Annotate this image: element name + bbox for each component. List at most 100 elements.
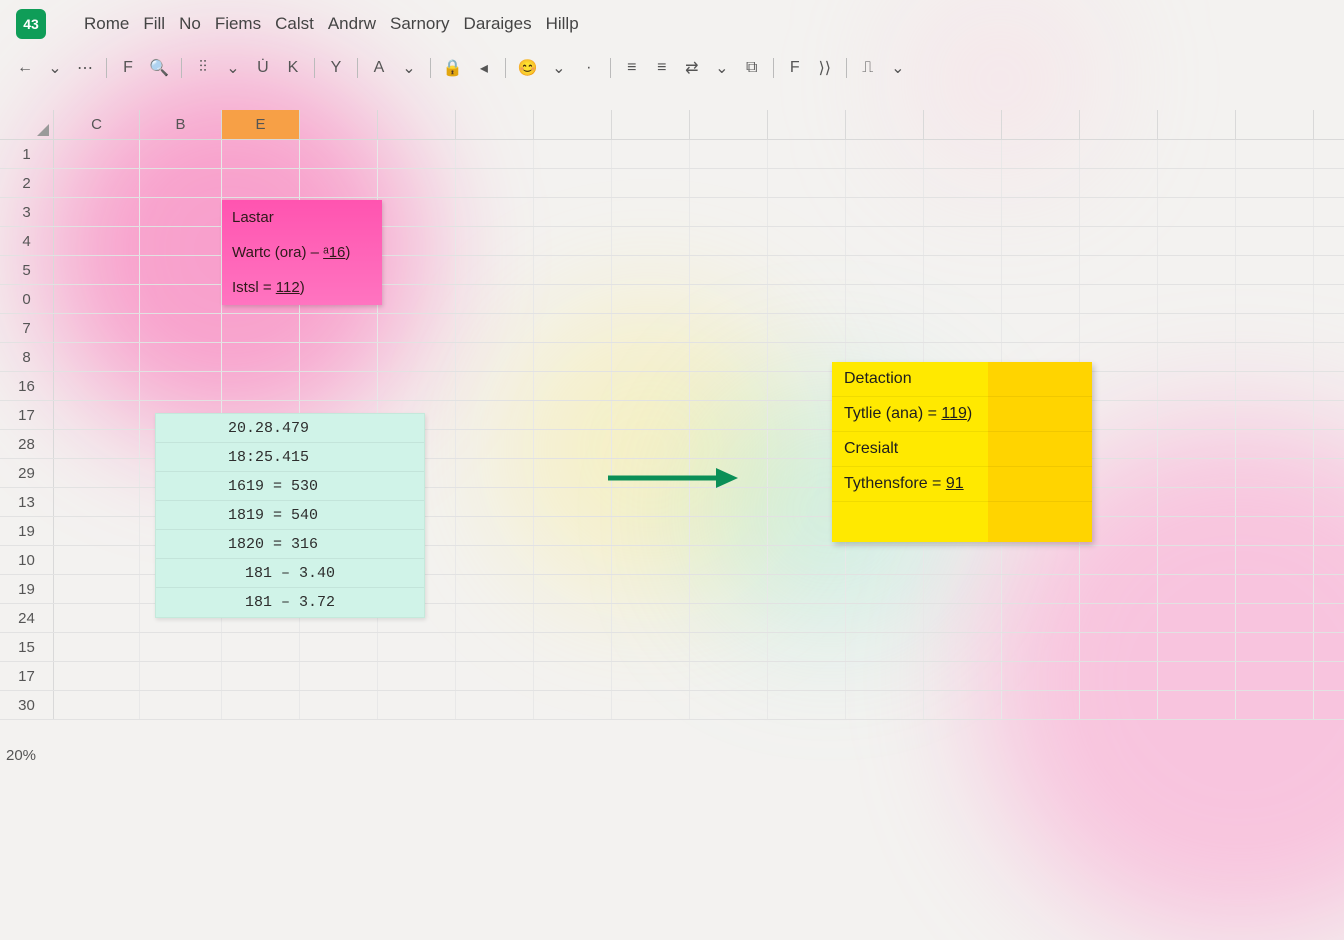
cell[interactable] — [300, 343, 378, 371]
cell[interactable] — [690, 314, 768, 342]
lock-icon[interactable]: 🔒 — [443, 58, 463, 78]
menu-item[interactable]: Sarnory — [390, 14, 450, 34]
cell[interactable] — [534, 575, 612, 603]
row-header[interactable]: 19 — [0, 575, 54, 603]
cell[interactable] — [456, 285, 534, 313]
cell[interactable] — [1158, 575, 1236, 603]
cell[interactable] — [1236, 662, 1314, 690]
chevron-down-icon[interactable]: ⌄ — [46, 58, 64, 78]
cell[interactable] — [1080, 691, 1158, 719]
row-header[interactable]: 5 — [0, 256, 54, 284]
cell[interactable] — [690, 430, 768, 458]
swap-icon[interactable]: ⇄ — [683, 58, 701, 78]
cell[interactable] — [534, 285, 612, 313]
column-header[interactable]: E — [222, 110, 300, 139]
cell[interactable] — [1002, 169, 1080, 197]
cell[interactable] — [1002, 662, 1080, 690]
cell[interactable] — [924, 691, 1002, 719]
cell[interactable] — [1158, 401, 1236, 429]
cell[interactable] — [690, 633, 768, 661]
layout-icon[interactable]: ⎍ — [859, 59, 877, 77]
cell[interactable] — [1080, 604, 1158, 632]
cell[interactable] — [300, 633, 378, 661]
cell[interactable] — [300, 372, 378, 400]
cell[interactable] — [1158, 604, 1236, 632]
columns-icon[interactable]: ⫶⫶ — [194, 59, 212, 77]
cell[interactable] — [768, 546, 846, 574]
row-header[interactable]: 15 — [0, 633, 54, 661]
cell[interactable] — [456, 517, 534, 545]
cell[interactable] — [54, 343, 140, 371]
cell[interactable] — [846, 314, 924, 342]
cell[interactable] — [1236, 256, 1314, 284]
cell[interactable] — [378, 140, 456, 168]
cell[interactable] — [140, 285, 222, 313]
cell[interactable] — [1158, 227, 1236, 255]
cell[interactable] — [846, 227, 924, 255]
cell[interactable] — [54, 546, 140, 574]
cell[interactable] — [1158, 285, 1236, 313]
cell[interactable] — [1002, 140, 1080, 168]
emoji-icon[interactable]: 😊 — [518, 58, 538, 78]
cell[interactable] — [54, 401, 140, 429]
column-header[interactable] — [1002, 110, 1080, 139]
column-header[interactable] — [378, 110, 456, 139]
cell[interactable] — [1158, 691, 1236, 719]
cell[interactable] — [1080, 546, 1158, 574]
cell[interactable] — [140, 691, 222, 719]
cell[interactable] — [924, 140, 1002, 168]
cell[interactable] — [1236, 430, 1314, 458]
triangle-left-icon[interactable]: ◂ — [475, 58, 493, 78]
row-header[interactable]: 16 — [0, 372, 54, 400]
cell[interactable] — [1158, 169, 1236, 197]
cell[interactable] — [612, 256, 690, 284]
cell[interactable] — [534, 140, 612, 168]
cell[interactable] — [534, 691, 612, 719]
cell[interactable] — [1158, 517, 1236, 545]
forward-icon[interactable]: ⟩⟩ — [816, 58, 834, 78]
cell[interactable] — [1002, 546, 1080, 574]
row-header[interactable]: 0 — [0, 285, 54, 313]
cell[interactable] — [1236, 227, 1314, 255]
cell[interactable] — [534, 256, 612, 284]
cell[interactable] — [534, 517, 612, 545]
cell[interactable] — [1236, 285, 1314, 313]
format-f-button[interactable]: F — [119, 59, 137, 77]
cell[interactable] — [690, 285, 768, 313]
cell[interactable] — [1158, 372, 1236, 400]
row-header[interactable]: 30 — [0, 691, 54, 719]
cell[interactable] — [140, 140, 222, 168]
back-icon[interactable]: ← — [16, 59, 34, 77]
cell[interactable] — [612, 140, 690, 168]
cell[interactable] — [1080, 285, 1158, 313]
menu-item[interactable]: Fiems — [215, 14, 261, 34]
cell[interactable] — [54, 604, 140, 632]
chevron-down-icon[interactable]: ⌄ — [889, 58, 907, 78]
column-header[interactable] — [846, 110, 924, 139]
cell[interactable] — [54, 314, 140, 342]
cell[interactable] — [924, 169, 1002, 197]
cell[interactable] — [54, 227, 140, 255]
cell[interactable] — [1080, 314, 1158, 342]
cell[interactable] — [534, 343, 612, 371]
u-dot-button[interactable]: U̇ — [254, 59, 272, 77]
cell[interactable] — [378, 633, 456, 661]
yellow-note[interactable]: Detaction Tytlie (ana) = 119) Cresialt T… — [832, 362, 1092, 542]
cell[interactable] — [222, 169, 300, 197]
cell[interactable] — [612, 430, 690, 458]
cell[interactable] — [456, 430, 534, 458]
cell[interactable] — [140, 343, 222, 371]
cell[interactable] — [456, 401, 534, 429]
cell[interactable] — [1002, 198, 1080, 226]
cell[interactable] — [690, 575, 768, 603]
cell[interactable] — [846, 691, 924, 719]
cell[interactable] — [1002, 691, 1080, 719]
font-a-button[interactable]: A — [370, 59, 388, 77]
cell[interactable] — [612, 314, 690, 342]
cell[interactable] — [768, 691, 846, 719]
cell[interactable] — [534, 227, 612, 255]
cell[interactable] — [846, 546, 924, 574]
search-icon[interactable]: 🔍 — [149, 58, 169, 78]
cell[interactable] — [1236, 604, 1314, 632]
cell[interactable] — [1158, 633, 1236, 661]
